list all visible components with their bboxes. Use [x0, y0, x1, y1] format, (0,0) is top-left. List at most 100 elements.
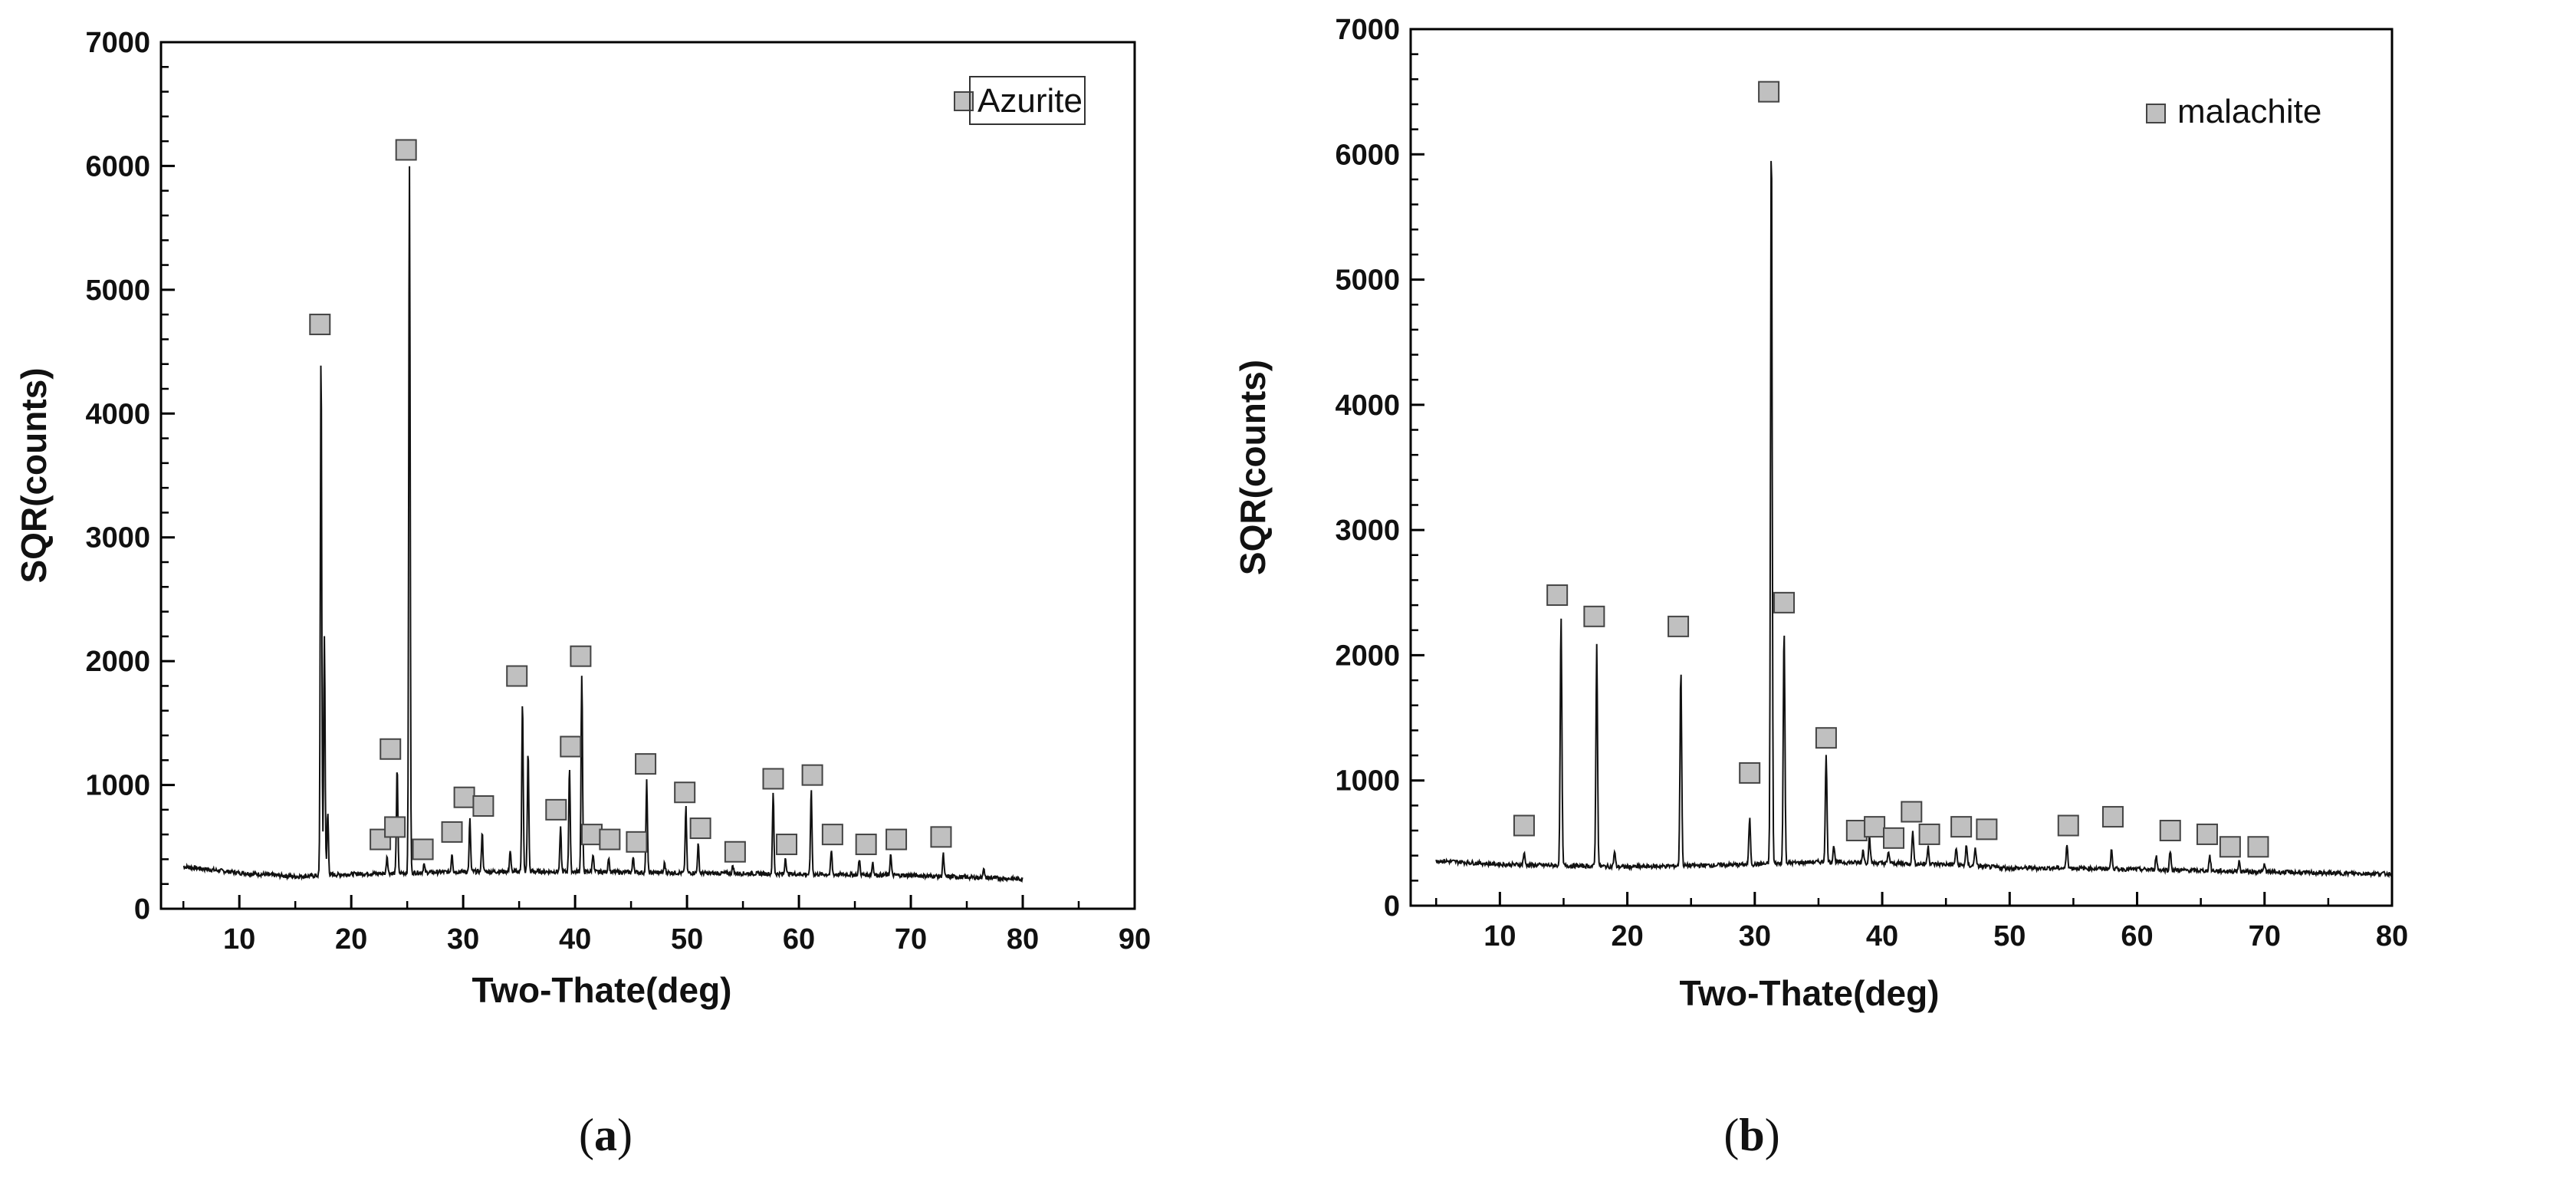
x-tick-label: 70: [2249, 920, 2281, 952]
x-tick-label: 60: [783, 923, 815, 956]
x-tick-label: 20: [1611, 920, 1643, 952]
phase-marker: [1739, 762, 1761, 784]
phase-marker: [855, 834, 877, 856]
phase-marker: [821, 824, 843, 846]
legend-label: malachite: [2177, 93, 2321, 130]
y-tick-label: 6000: [85, 150, 150, 183]
phase-marker: [635, 753, 657, 775]
x-tick-label: 40: [1866, 920, 1898, 952]
y-tick-label: 4000: [85, 398, 150, 430]
y-tick-label: 7000: [1335, 14, 1400, 46]
phase-marker: [599, 828, 621, 850]
y-tick-label: 1000: [1335, 765, 1400, 798]
y-tick-label: 0: [134, 893, 150, 926]
phase-marker: [626, 831, 648, 853]
phase-marker: [801, 764, 823, 786]
y-axis-title: SQR(counts): [1233, 360, 1273, 575]
x-tick-label: 60: [2121, 920, 2153, 952]
phase-marker: [412, 838, 434, 860]
x-tick-label: 80: [1007, 923, 1039, 956]
phase-marker: [380, 738, 402, 760]
phase-marker: [453, 786, 475, 808]
x-tick-label: 80: [2376, 920, 2408, 952]
phase-marker: [1815, 727, 1837, 749]
phase-marker: [1950, 816, 1973, 838]
phase-marker: [581, 824, 603, 846]
legend-label: Azurite: [978, 82, 1083, 120]
phase-marker: [2247, 836, 2269, 858]
y-tick-label: 5000: [1335, 265, 1400, 297]
phase-marker: [1583, 605, 1605, 627]
legend-box: [969, 76, 1086, 125]
diffraction-series-line: [182, 166, 1024, 883]
y-axis-title: SQR(counts): [14, 367, 54, 583]
y-tick-label: 4000: [1335, 390, 1400, 422]
x-axis-title: Two-Thate(deg): [472, 970, 732, 1010]
phase-marker: [1758, 81, 1780, 103]
phase-marker: [2101, 806, 2124, 828]
y-tick-label: 2000: [85, 646, 150, 678]
phase-marker: [506, 665, 528, 687]
x-tick-label: 30: [1739, 920, 1771, 952]
y-tick-label: 3000: [1335, 515, 1400, 547]
phase-marker: [2219, 836, 2241, 858]
y-tick-label: 0: [1384, 890, 1400, 923]
y-tick-label: 5000: [85, 275, 150, 307]
x-tick-label: 10: [223, 923, 255, 956]
y-tick-label: 3000: [85, 522, 150, 554]
panel-caption: (a): [579, 1110, 632, 1160]
y-tick-label: 7000: [85, 27, 150, 59]
phase-marker: [886, 828, 908, 850]
panel-caption-letter: b: [1739, 1110, 1764, 1160]
panel-caption: (b): [1723, 1110, 1779, 1160]
phase-marker: [1918, 823, 1940, 845]
plot-frame: [159, 41, 1136, 910]
y-tick-label: 6000: [1335, 139, 1400, 171]
phase-marker: [384, 816, 406, 838]
phase-marker: [1901, 801, 1923, 823]
phase-marker: [674, 781, 696, 804]
y-tick-label: 2000: [1335, 640, 1400, 672]
x-tick-label: 20: [335, 923, 367, 956]
phase-marker: [2196, 823, 2218, 845]
phase-marker: [309, 314, 331, 336]
phase-marker: [689, 817, 711, 840]
phase-marker: [1546, 584, 1569, 607]
phase-marker: [776, 834, 798, 856]
legend-marker: [2146, 104, 2166, 123]
x-axis-title: Two-Thate(deg): [1680, 973, 1940, 1013]
phase-marker: [545, 798, 567, 821]
phase-marker: [1976, 818, 1998, 840]
x-tick-label: 40: [559, 923, 591, 956]
phase-marker: [930, 826, 952, 848]
phase-marker: [1668, 615, 1690, 637]
panel-caption-letter: a: [594, 1110, 617, 1160]
phase-marker: [2057, 814, 2079, 837]
phase-marker: [1883, 827, 1905, 849]
phase-marker: [1773, 591, 1796, 614]
phase-marker: [1864, 816, 1886, 838]
phase-marker: [570, 645, 592, 667]
x-tick-label: 30: [447, 923, 479, 956]
phase-marker: [724, 840, 746, 863]
x-tick-label: 90: [1119, 923, 1151, 956]
diffraction-series-line: [1435, 160, 2392, 879]
y-tick-label: 1000: [85, 770, 150, 802]
phase-marker: [762, 768, 784, 790]
phase-marker: [395, 139, 417, 161]
phase-marker: [1845, 820, 1868, 842]
x-tick-label: 10: [1484, 920, 1516, 952]
plot-frame: [1409, 28, 2394, 907]
panel-b: 10 20 30 40 50 60 70 80 0 1000 2000 3000 4000 5000 600…: [1233, 14, 2408, 1160]
x-tick-label: 50: [671, 923, 703, 956]
phase-marker: [441, 821, 463, 843]
phase-marker: [472, 795, 495, 817]
phase-marker: [1513, 814, 1535, 837]
phase-marker: [560, 735, 582, 758]
phase-marker: [2159, 820, 2181, 842]
x-tick-label: 70: [895, 923, 927, 956]
x-tick-label: 50: [1993, 920, 2026, 952]
panel-a: 10 20 30 40 50 60 70 80 90 0 1000 2000 3000 4000 5000 6…: [14, 27, 1151, 1160]
